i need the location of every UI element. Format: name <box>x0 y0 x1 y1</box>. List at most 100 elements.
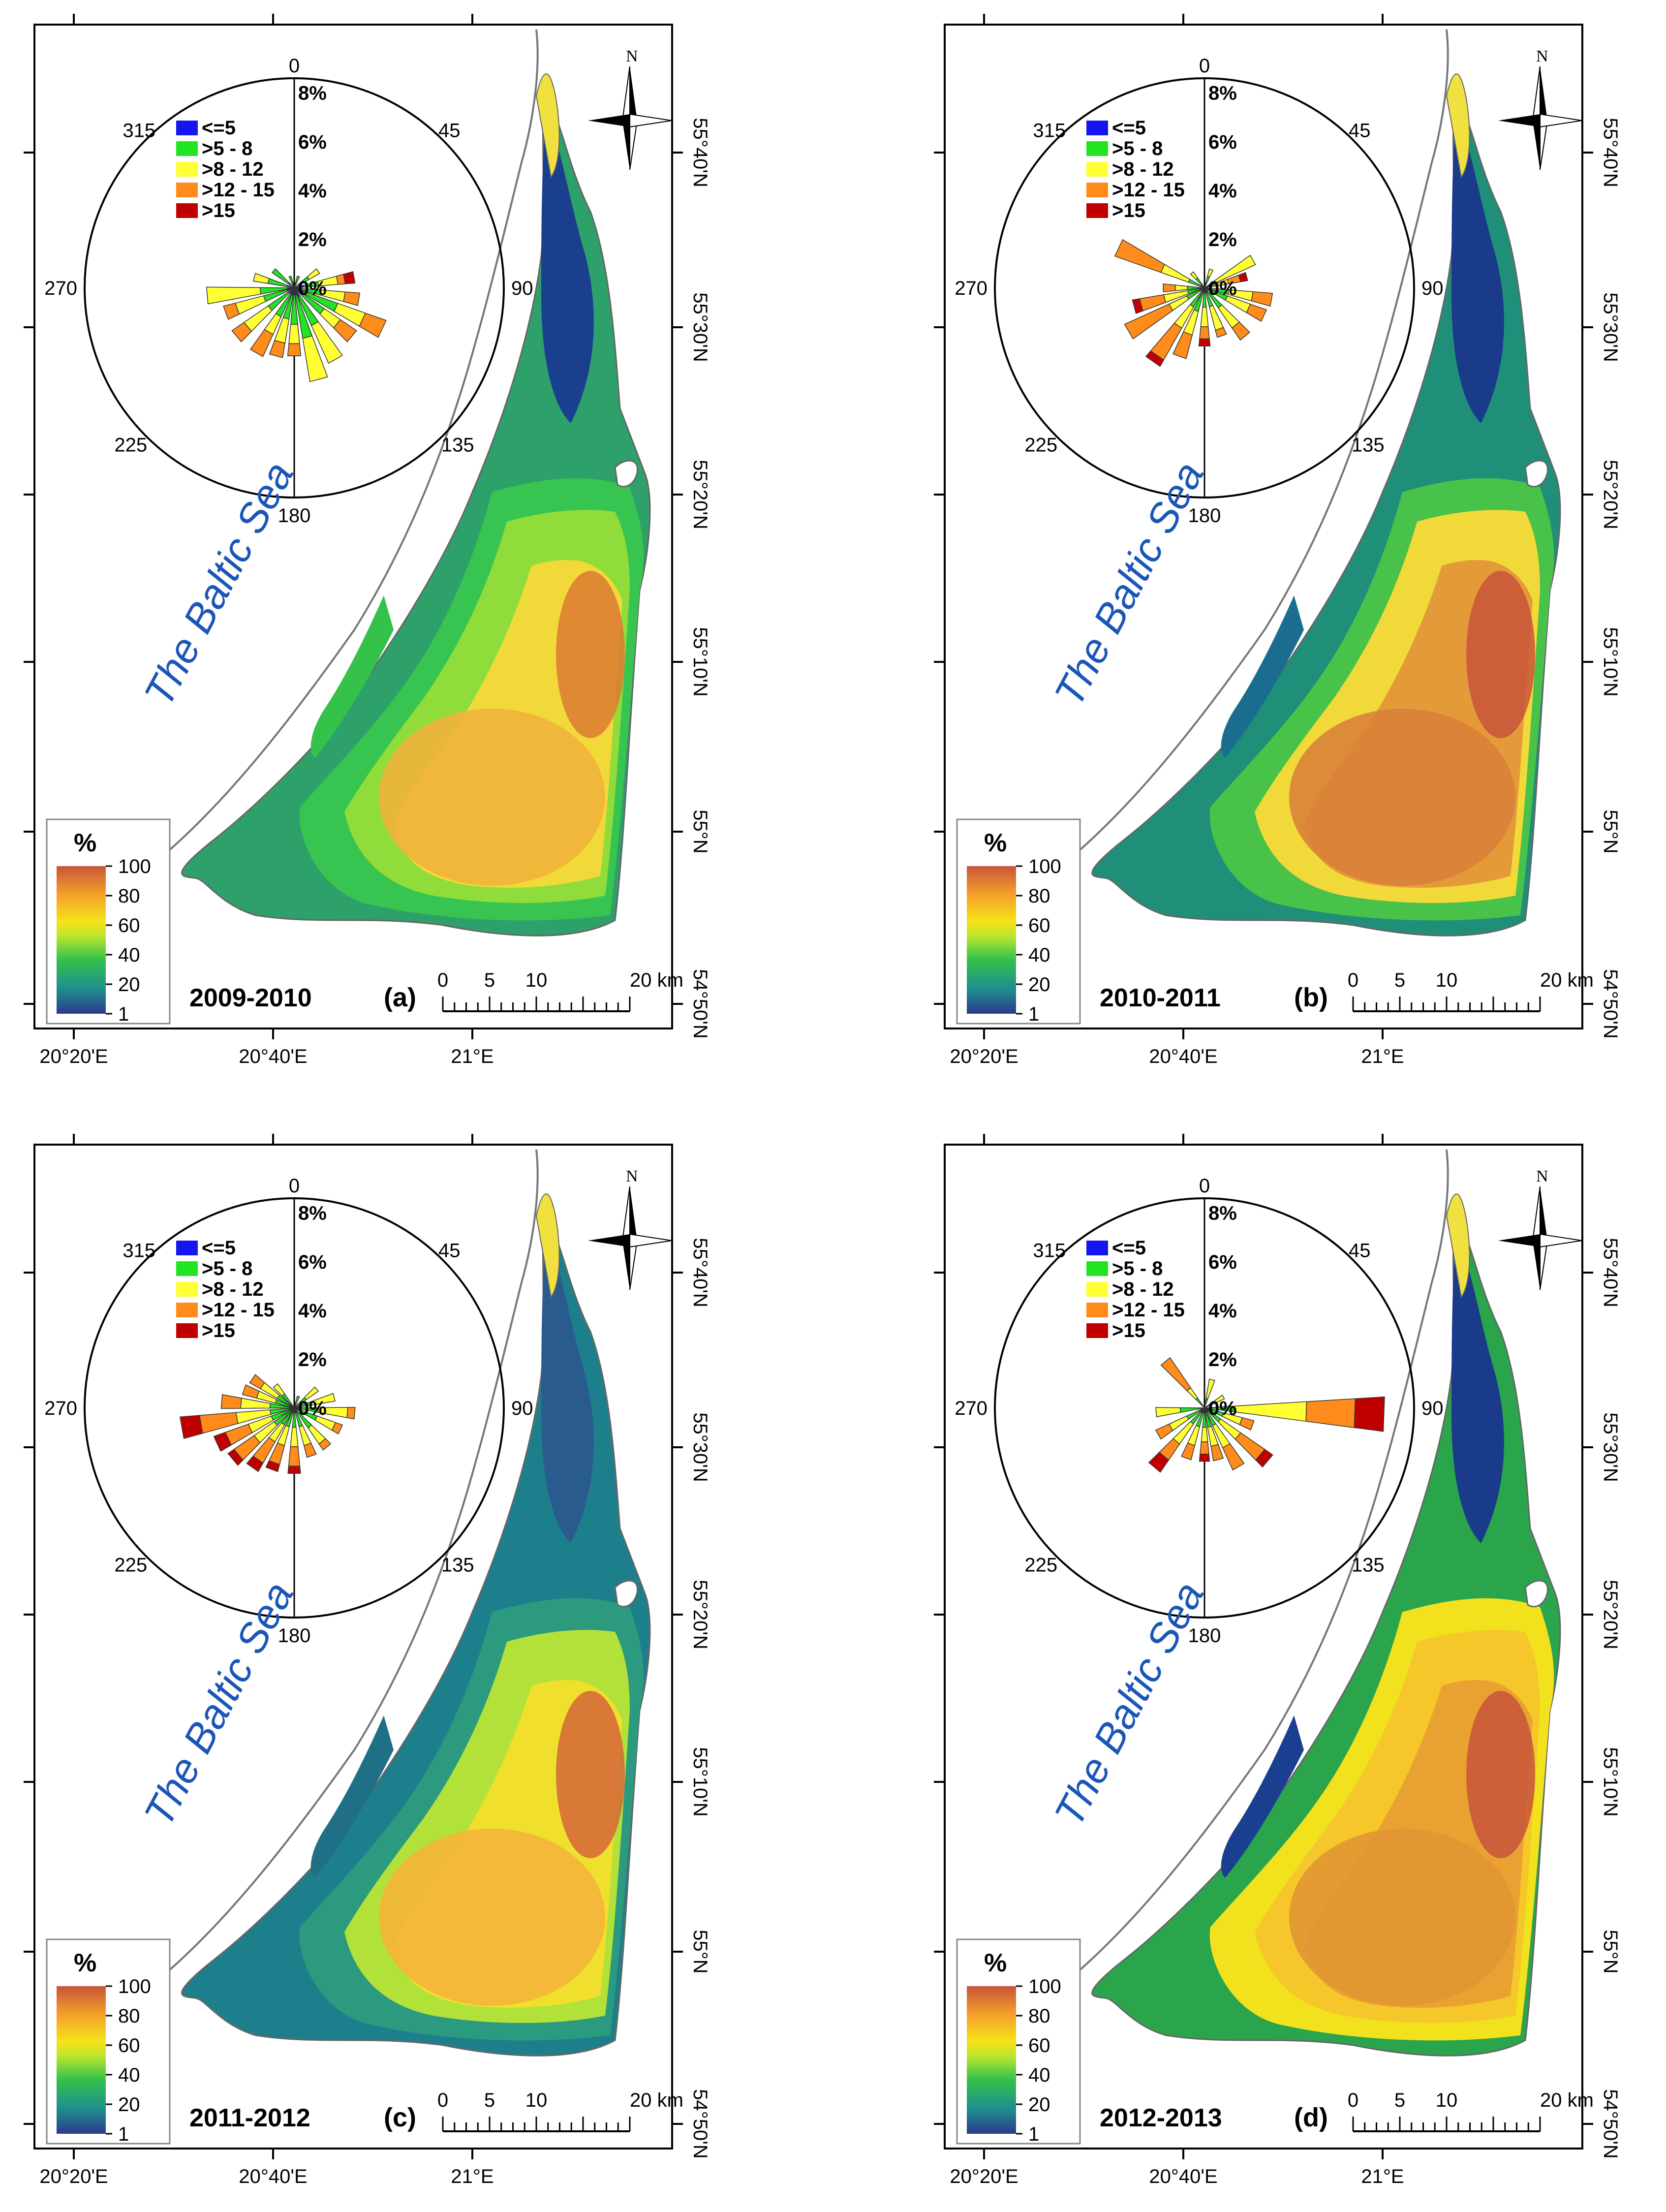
color-legend-tick-label: 40 <box>118 944 140 966</box>
wind-rose-direction-label: 0 <box>1199 55 1210 77</box>
color-legend-tick-label: 80 <box>1028 885 1050 907</box>
lat-label: 55°N <box>689 1930 711 1973</box>
scale-bar: 0 5 10 20 km <box>437 2089 683 2132</box>
wind-rose-petal <box>1354 1396 1385 1432</box>
wind-class-label: >15 <box>202 200 235 221</box>
lon-label: 21°E <box>451 2166 494 2187</box>
period-label: 2010-2011 <box>1100 984 1221 1012</box>
lat-label: 55°10'N <box>1600 627 1621 697</box>
wind-rose-petal <box>346 1407 356 1420</box>
lon-label: 20°40'E <box>239 2166 307 2187</box>
wind-rose-petal <box>1210 1444 1224 1462</box>
wind-class-legend: <=5>5 - 8>8 - 12>12 - 15>15 <box>176 117 275 221</box>
wind-rose-petal <box>1163 283 1176 292</box>
wind-rose-petal <box>343 271 356 284</box>
wind-rose-petal <box>1155 1407 1181 1417</box>
lon-label: 21°E <box>451 1046 494 1067</box>
wind-class-label: >5 - 8 <box>202 138 252 159</box>
wind-class-swatch <box>1086 1241 1108 1255</box>
period-label: 2011-2012 <box>189 2104 310 2132</box>
scale-bar-label: 20 km <box>1540 2089 1594 2111</box>
lon-label: 20°20'E <box>39 2166 108 2187</box>
color-legend-tick-label: 100 <box>118 856 151 877</box>
wind-rose-direction-label: 180 <box>1188 505 1221 527</box>
spit-tip <box>535 1193 560 1299</box>
wind-rose-direction-label: 135 <box>1352 434 1385 456</box>
wind-rose-petal <box>1239 1417 1255 1431</box>
wind-rose-petal <box>359 312 387 338</box>
color-legend-tick-label: 40 <box>118 2064 140 2086</box>
color-legend-tick-label: 1 <box>1028 1003 1039 1025</box>
lagoon-map <box>1091 73 1561 936</box>
wind-rose-petal <box>246 1455 264 1472</box>
color-legend-tick-label: 20 <box>1028 974 1050 996</box>
wind-rose-petal <box>1212 1395 1225 1404</box>
scale-bar: 0 5 10 20 km <box>1348 2089 1594 2132</box>
lat-label: 55°30'N <box>1600 1412 1621 1482</box>
scale-bar-label: 0 <box>1348 969 1358 991</box>
scale-bar-label: 5 <box>1394 2089 1405 2111</box>
wind-rose-petal <box>1246 304 1267 322</box>
wind-rose-petal <box>309 1393 336 1406</box>
eastern-shallows <box>1466 571 1535 738</box>
wind-rose-petal <box>252 273 270 284</box>
panel-tag: (b) <box>1294 983 1328 1012</box>
lat-label: 55°40'N <box>1600 118 1621 187</box>
lat-label: 55°10'N <box>689 1747 711 1817</box>
wind-rose-petal <box>231 322 252 343</box>
color-legend-tick-label: 20 <box>118 2094 140 2116</box>
wind-rose-percent-label: 6% <box>298 1251 327 1273</box>
spit-tip <box>535 73 560 179</box>
wind-rose-percent-label: 4% <box>1208 180 1237 202</box>
wind-rose-direction-label: 90 <box>511 278 533 299</box>
wind-rose-petal <box>1181 1442 1196 1461</box>
lon-label: 20°40'E <box>239 1046 307 1067</box>
wind-class-label: >8 - 12 <box>1112 1278 1174 1300</box>
scale-bar-label: 20 km <box>630 2089 683 2111</box>
wind-rose-percent-label: 8% <box>298 83 327 104</box>
wind-rose-percent-label: 6% <box>1208 1251 1237 1273</box>
lon-label: 20°40'E <box>1149 1046 1217 1067</box>
wind-rose-petal <box>1145 350 1165 367</box>
lat-label: 55°N <box>1600 1930 1621 1973</box>
lon-label: 20°20'E <box>950 2166 1018 2187</box>
lat-label: 55°30'N <box>689 1412 711 1482</box>
wind-rose-direction-label: 0 <box>289 55 300 77</box>
northern-spit-zone <box>541 108 594 423</box>
scale-bar: 0 5 10 20 km <box>1348 969 1594 1012</box>
wind-class-swatch <box>1086 203 1108 218</box>
lat-label: 55°30'N <box>1600 292 1621 362</box>
north-arrow-icon <box>588 66 672 170</box>
wind-rose-petal <box>1200 1441 1209 1455</box>
wind-class-swatch <box>1086 162 1108 177</box>
wind-rose-petal <box>331 1422 343 1434</box>
wind-rose-petal <box>206 286 261 305</box>
color-legend: % 100 80 60 40 20 1 <box>46 1938 171 2145</box>
color-legend: % 100 80 60 40 20 1 <box>46 818 171 1025</box>
wind-class-label: >5 - 8 <box>1112 1258 1163 1279</box>
wind-rose-direction-label: 90 <box>1421 278 1444 299</box>
wind-rose-percent-label: 4% <box>298 1300 327 1322</box>
lagoon-map <box>181 73 651 936</box>
north-label: N <box>1536 47 1548 65</box>
peninsula <box>614 460 638 488</box>
lat-label: 55°30'N <box>689 292 711 362</box>
color-legend-title: % <box>74 1949 96 1977</box>
wind-rose-petal <box>1114 239 1165 273</box>
eastern-shallows <box>556 1691 625 1858</box>
wind-rose-direction-label: 45 <box>438 1240 461 1261</box>
wind-rose-percent-label: 0% <box>1208 1398 1237 1419</box>
color-legend: % 100 80 60 40 20 1 <box>956 818 1081 1025</box>
color-legend-tick-label: 60 <box>118 2035 140 2056</box>
wind-rose-percent-label: 2% <box>298 229 327 250</box>
lon-label: 20°20'E <box>950 1046 1018 1067</box>
wind-rose-percent-label: 4% <box>298 180 327 202</box>
wind-rose-petal <box>1222 1443 1245 1471</box>
north-arrow-icon <box>588 1186 672 1290</box>
wind-rose-petal <box>242 1384 260 1399</box>
western-shore-zone <box>310 595 394 758</box>
color-legend-title: % <box>74 829 96 857</box>
wind-rose-petal <box>304 1386 319 1401</box>
color-legend-bar <box>57 866 106 1014</box>
